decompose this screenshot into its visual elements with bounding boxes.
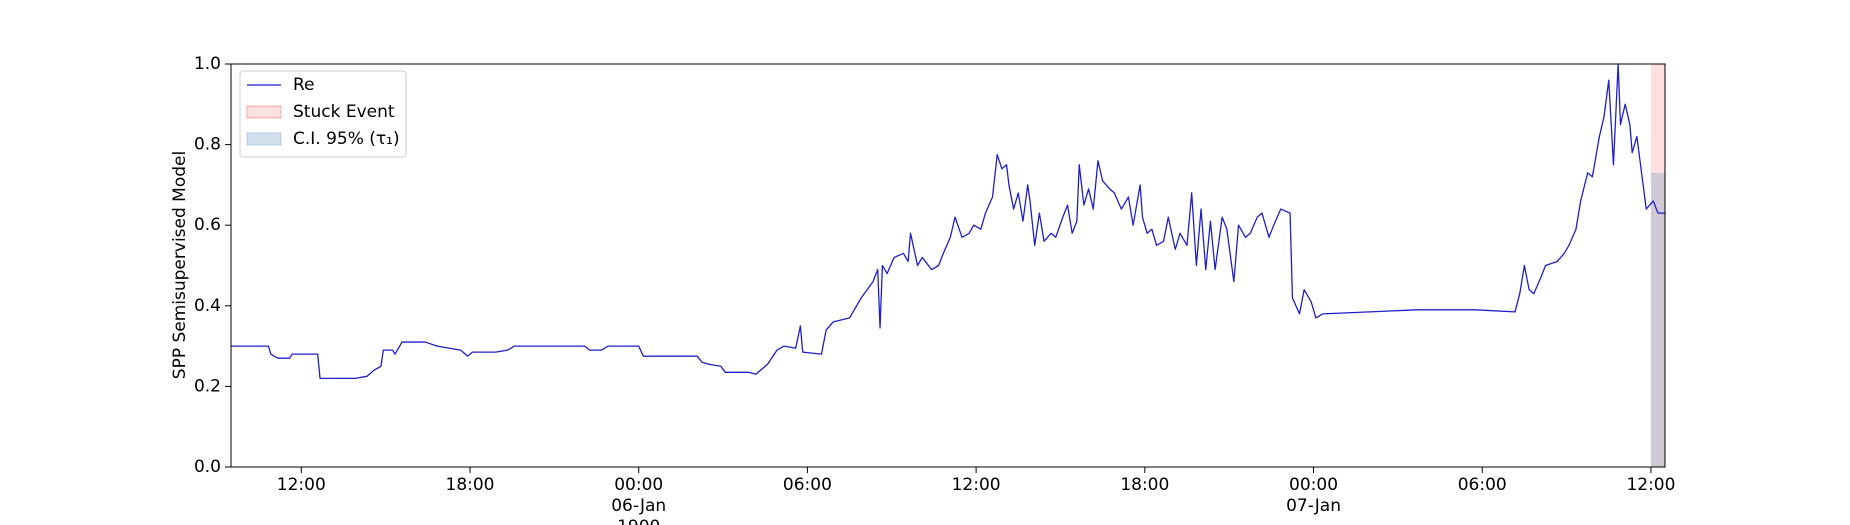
x-tick-label: 12:00	[1626, 475, 1675, 495]
x-tick-label: 00:00	[1289, 475, 1338, 495]
y-tick-label: 0.8	[194, 135, 221, 155]
legend-label: Re	[293, 75, 315, 95]
legend-label: Stuck Event	[293, 102, 395, 122]
x-tick-label: 07-Jan	[1286, 496, 1341, 516]
legend-box	[239, 70, 407, 158]
region	[1650, 64, 1665, 467]
x-tick-label: 00:00	[614, 475, 663, 495]
legend-swatch	[246, 132, 282, 146]
y-tick-label: 1.0	[194, 54, 221, 74]
x-tick-label: 1900	[617, 517, 660, 525]
x-tick-label: 18:00	[1120, 475, 1169, 495]
y-tick-label: 0.4	[194, 296, 221, 316]
x-tick-label: 12:00	[952, 475, 1001, 495]
region	[1650, 172, 1665, 467]
legend: Re Stuck Event C.I. 95% (τ₁)	[239, 70, 407, 158]
data-line	[231, 63, 1665, 379]
x-tick-label: 06:00	[1458, 475, 1507, 495]
x-tick-label: 18:00	[446, 475, 495, 495]
y-tick-label: 0.6	[194, 215, 221, 235]
y-tick-label: 0.2	[194, 376, 221, 396]
y-axis-label: SPP Semisupervised Model	[170, 151, 190, 379]
x-tick-label: 06-Jan	[611, 496, 666, 516]
legend-label: C.I. 95% (τ₁)	[293, 129, 400, 149]
y-tick-label: 0.0	[194, 457, 221, 477]
plot-frame	[230, 63, 1666, 468]
x-tick-label: 06:00	[783, 475, 832, 495]
legend-swatch	[246, 105, 282, 119]
x-tick-label: 12:00	[277, 475, 326, 495]
